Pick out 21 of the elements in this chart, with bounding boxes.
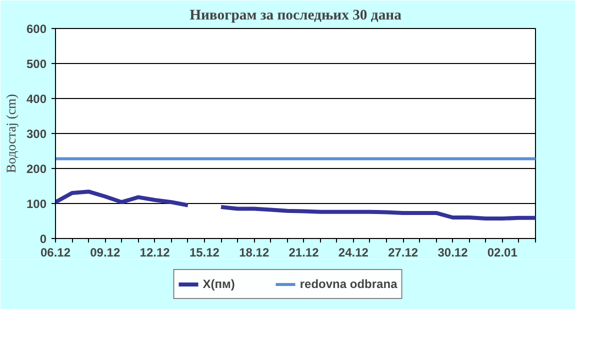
legend-label: X(пм) <box>202 277 235 291</box>
y-axis-title: Водостај (cm) <box>3 94 18 173</box>
y-tick-label: 300 <box>26 127 47 141</box>
legend-label: redovna odbrana <box>300 277 398 291</box>
x-tick-label: 30.12 <box>438 246 468 260</box>
x-tick-label: 27.12 <box>388 246 418 260</box>
x-tick-label: 09.12 <box>90 246 120 260</box>
y-tick-label: 200 <box>26 162 47 176</box>
x-tick-label: 06.12 <box>40 246 71 260</box>
x-tick-label: 18.12 <box>239 246 270 260</box>
chart-title: Нивограм за последњих 30 дана <box>190 8 402 24</box>
x-tick-label: 15.12 <box>189 246 220 260</box>
y-tick-label: 500 <box>26 57 47 71</box>
x-tick-label: 02.01 <box>487 246 518 260</box>
y-tick-label: 600 <box>26 22 47 36</box>
y-tick-label: 400 <box>26 92 47 106</box>
y-tick-label: 100 <box>26 197 47 211</box>
x-tick-label: 21.12 <box>288 246 320 260</box>
x-tick-label: 12.12 <box>140 246 170 260</box>
x-tick-label: 24.12 <box>338 246 369 260</box>
y-tick-label: 0 <box>40 232 47 246</box>
